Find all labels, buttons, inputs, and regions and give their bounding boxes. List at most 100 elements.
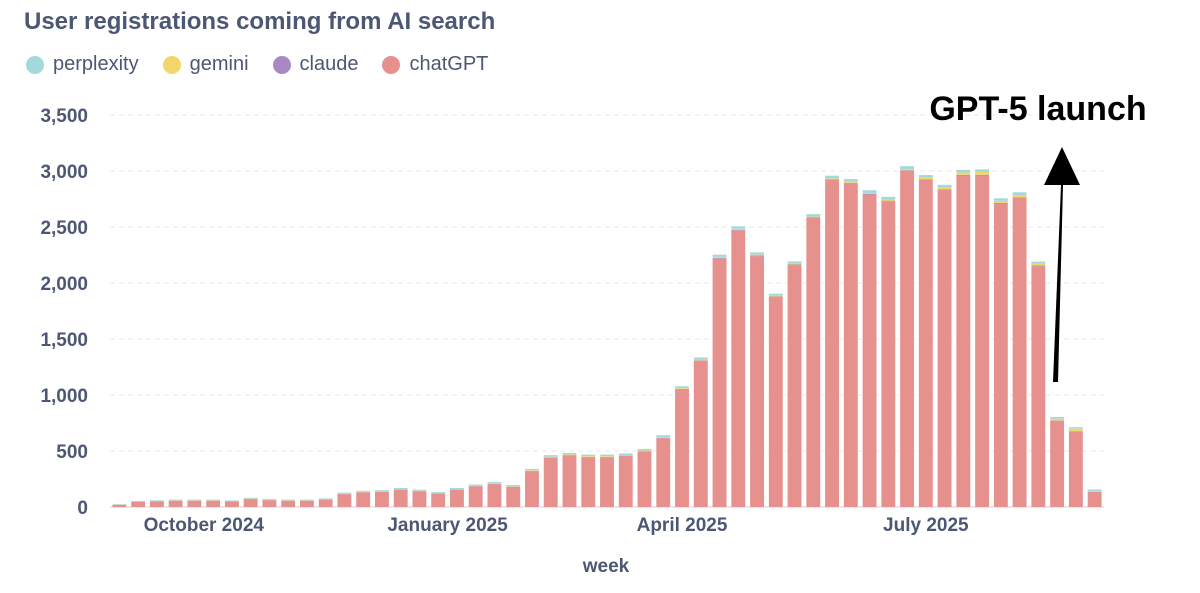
bar-stack-W25[interactable]	[562, 452, 577, 507]
bar-gemini	[487, 483, 502, 484]
bar-gemini	[750, 254, 764, 256]
bar-perplexity	[862, 190, 877, 193]
bar-gemini	[600, 456, 614, 457]
bar-chatgpt	[562, 455, 577, 507]
bar-stack-W10[interactable]	[281, 499, 296, 507]
bar-perplexity	[637, 448, 652, 451]
bar-claude	[918, 179, 933, 180]
bar-stack-W1[interactable]	[112, 504, 127, 507]
bar-perplexity	[525, 468, 539, 471]
bar-stack-W37[interactable]	[787, 261, 802, 507]
bar-stack-W20[interactable]	[468, 484, 483, 507]
bar-stack-W32[interactable]	[693, 357, 708, 507]
bar-stack-W13[interactable]	[337, 492, 352, 507]
bar-perplexity	[937, 184, 952, 188]
x-tick-label: April 2025	[637, 515, 728, 536]
bar-stack-W28[interactable]	[618, 453, 633, 507]
bar-stack-W9[interactable]	[262, 498, 277, 507]
bar-stack-W42[interactable]	[881, 196, 896, 508]
bar-stack-W16[interactable]	[393, 487, 408, 507]
bar-chatgpt	[356, 492, 371, 507]
legend-item-claude[interactable]: claude	[272, 53, 358, 76]
bar-stack-W22[interactable]	[506, 485, 521, 507]
legend-label-chatgpt: chatGPT	[409, 53, 489, 75]
bar-stack-W36[interactable]	[768, 293, 783, 507]
x-axis: October 2024 January 2025 April 2025 July 2…	[144, 515, 969, 536]
bar-stack-W7[interactable]	[224, 500, 239, 507]
y-tick-label: 1,000	[40, 386, 88, 407]
bar-stack-W49[interactable]	[1012, 192, 1027, 507]
bar-stack-W41[interactable]	[862, 190, 877, 507]
bar-stack-W26[interactable]	[581, 454, 596, 507]
bar-stack-W12[interactable]	[318, 498, 333, 507]
bar-stack-W31[interactable]	[675, 386, 689, 507]
bar-stack-W24[interactable]	[543, 455, 558, 507]
bar-perplexity	[768, 293, 783, 296]
bar-stack-W8[interactable]	[243, 497, 258, 507]
y-tick-label: 2,000	[40, 274, 88, 295]
bar-chatgpt	[1031, 266, 1046, 507]
bar-stack-W17[interactable]	[412, 489, 427, 507]
bar-stack-W46[interactable]	[956, 169, 971, 508]
bar-stack-W30[interactable]	[656, 435, 671, 507]
bar-stack-W27[interactable]	[600, 454, 614, 507]
bar-stack-W6[interactable]	[206, 499, 221, 507]
bar-stack-W3[interactable]	[149, 500, 164, 507]
bar-stack-W40[interactable]	[843, 179, 858, 507]
bar-stack-W4[interactable]	[168, 499, 183, 507]
bar-perplexity	[450, 487, 464, 489]
bar-stack-W19[interactable]	[450, 487, 464, 507]
bar-gemini	[825, 178, 839, 180]
bar-perplexity	[806, 214, 821, 217]
bar-stack-W39[interactable]	[825, 175, 839, 507]
bar-perplexity	[299, 499, 314, 501]
bar-stack-W52[interactable]	[1068, 427, 1083, 507]
bar-chatgpt	[168, 500, 183, 507]
bar-claude	[787, 264, 802, 266]
bar-chatgpt	[581, 457, 596, 507]
bar-gemini	[1068, 428, 1083, 432]
legend-swatch-chatgpt	[382, 55, 401, 74]
bar-stack-W47[interactable]	[975, 169, 990, 508]
bar-stack-W38[interactable]	[806, 214, 821, 508]
bar-gemini	[843, 181, 858, 183]
legend-item-chatgpt[interactable]: chatGPT	[382, 53, 488, 76]
bar-stack-W14[interactable]	[356, 490, 371, 507]
bar-stack-W2[interactable]	[131, 500, 146, 507]
bar-stack-W5[interactable]	[187, 499, 202, 507]
bar-perplexity	[731, 226, 746, 229]
legend-item-gemini[interactable]: gemini	[162, 53, 249, 76]
y-tick-label: 0	[77, 498, 88, 519]
bar-stack-W21[interactable]	[487, 482, 502, 507]
bar-stack-W15[interactable]	[375, 490, 389, 507]
bar-chatgpt	[375, 491, 389, 507]
bar-stack-W34[interactable]	[731, 226, 746, 508]
bar-stack-W29[interactable]	[637, 448, 652, 507]
x-axis-label: week	[582, 556, 630, 577]
legend-item-perplexity[interactable]: perplexity	[26, 53, 139, 76]
bar-stack-W23[interactable]	[525, 468, 539, 507]
bar-stack-W45[interactable]	[937, 184, 952, 508]
bar-stack-W48[interactable]	[993, 198, 1008, 508]
bar-stack-W43[interactable]	[900, 166, 915, 507]
bar-stack-W18[interactable]	[431, 491, 446, 507]
bar-stack-W11[interactable]	[299, 499, 314, 507]
bar-stack-W44[interactable]	[918, 175, 933, 507]
chart-title: User registrations coming from AI search	[24, 8, 496, 35]
bar-perplexity	[918, 175, 933, 178]
bar-perplexity	[1087, 489, 1102, 492]
bar-stack-W51[interactable]	[1050, 416, 1065, 507]
bar-chatgpt	[918, 179, 933, 507]
bar-stack-W33[interactable]	[712, 254, 727, 507]
annotation-arrow-icon	[1044, 147, 1080, 382]
bar-perplexity	[1012, 192, 1027, 195]
bar-perplexity	[675, 386, 689, 389]
bar-stack-W53[interactable]	[1087, 489, 1102, 507]
bar-chatgpt	[656, 438, 671, 507]
bar-stack-W35[interactable]	[750, 252, 764, 507]
bar-chatgpt	[675, 389, 689, 507]
bar-stack-W50[interactable]	[1031, 261, 1046, 507]
bar-perplexity	[412, 489, 427, 491]
bar-gemini	[731, 228, 746, 230]
y-tick-label: 3,500	[40, 106, 88, 127]
